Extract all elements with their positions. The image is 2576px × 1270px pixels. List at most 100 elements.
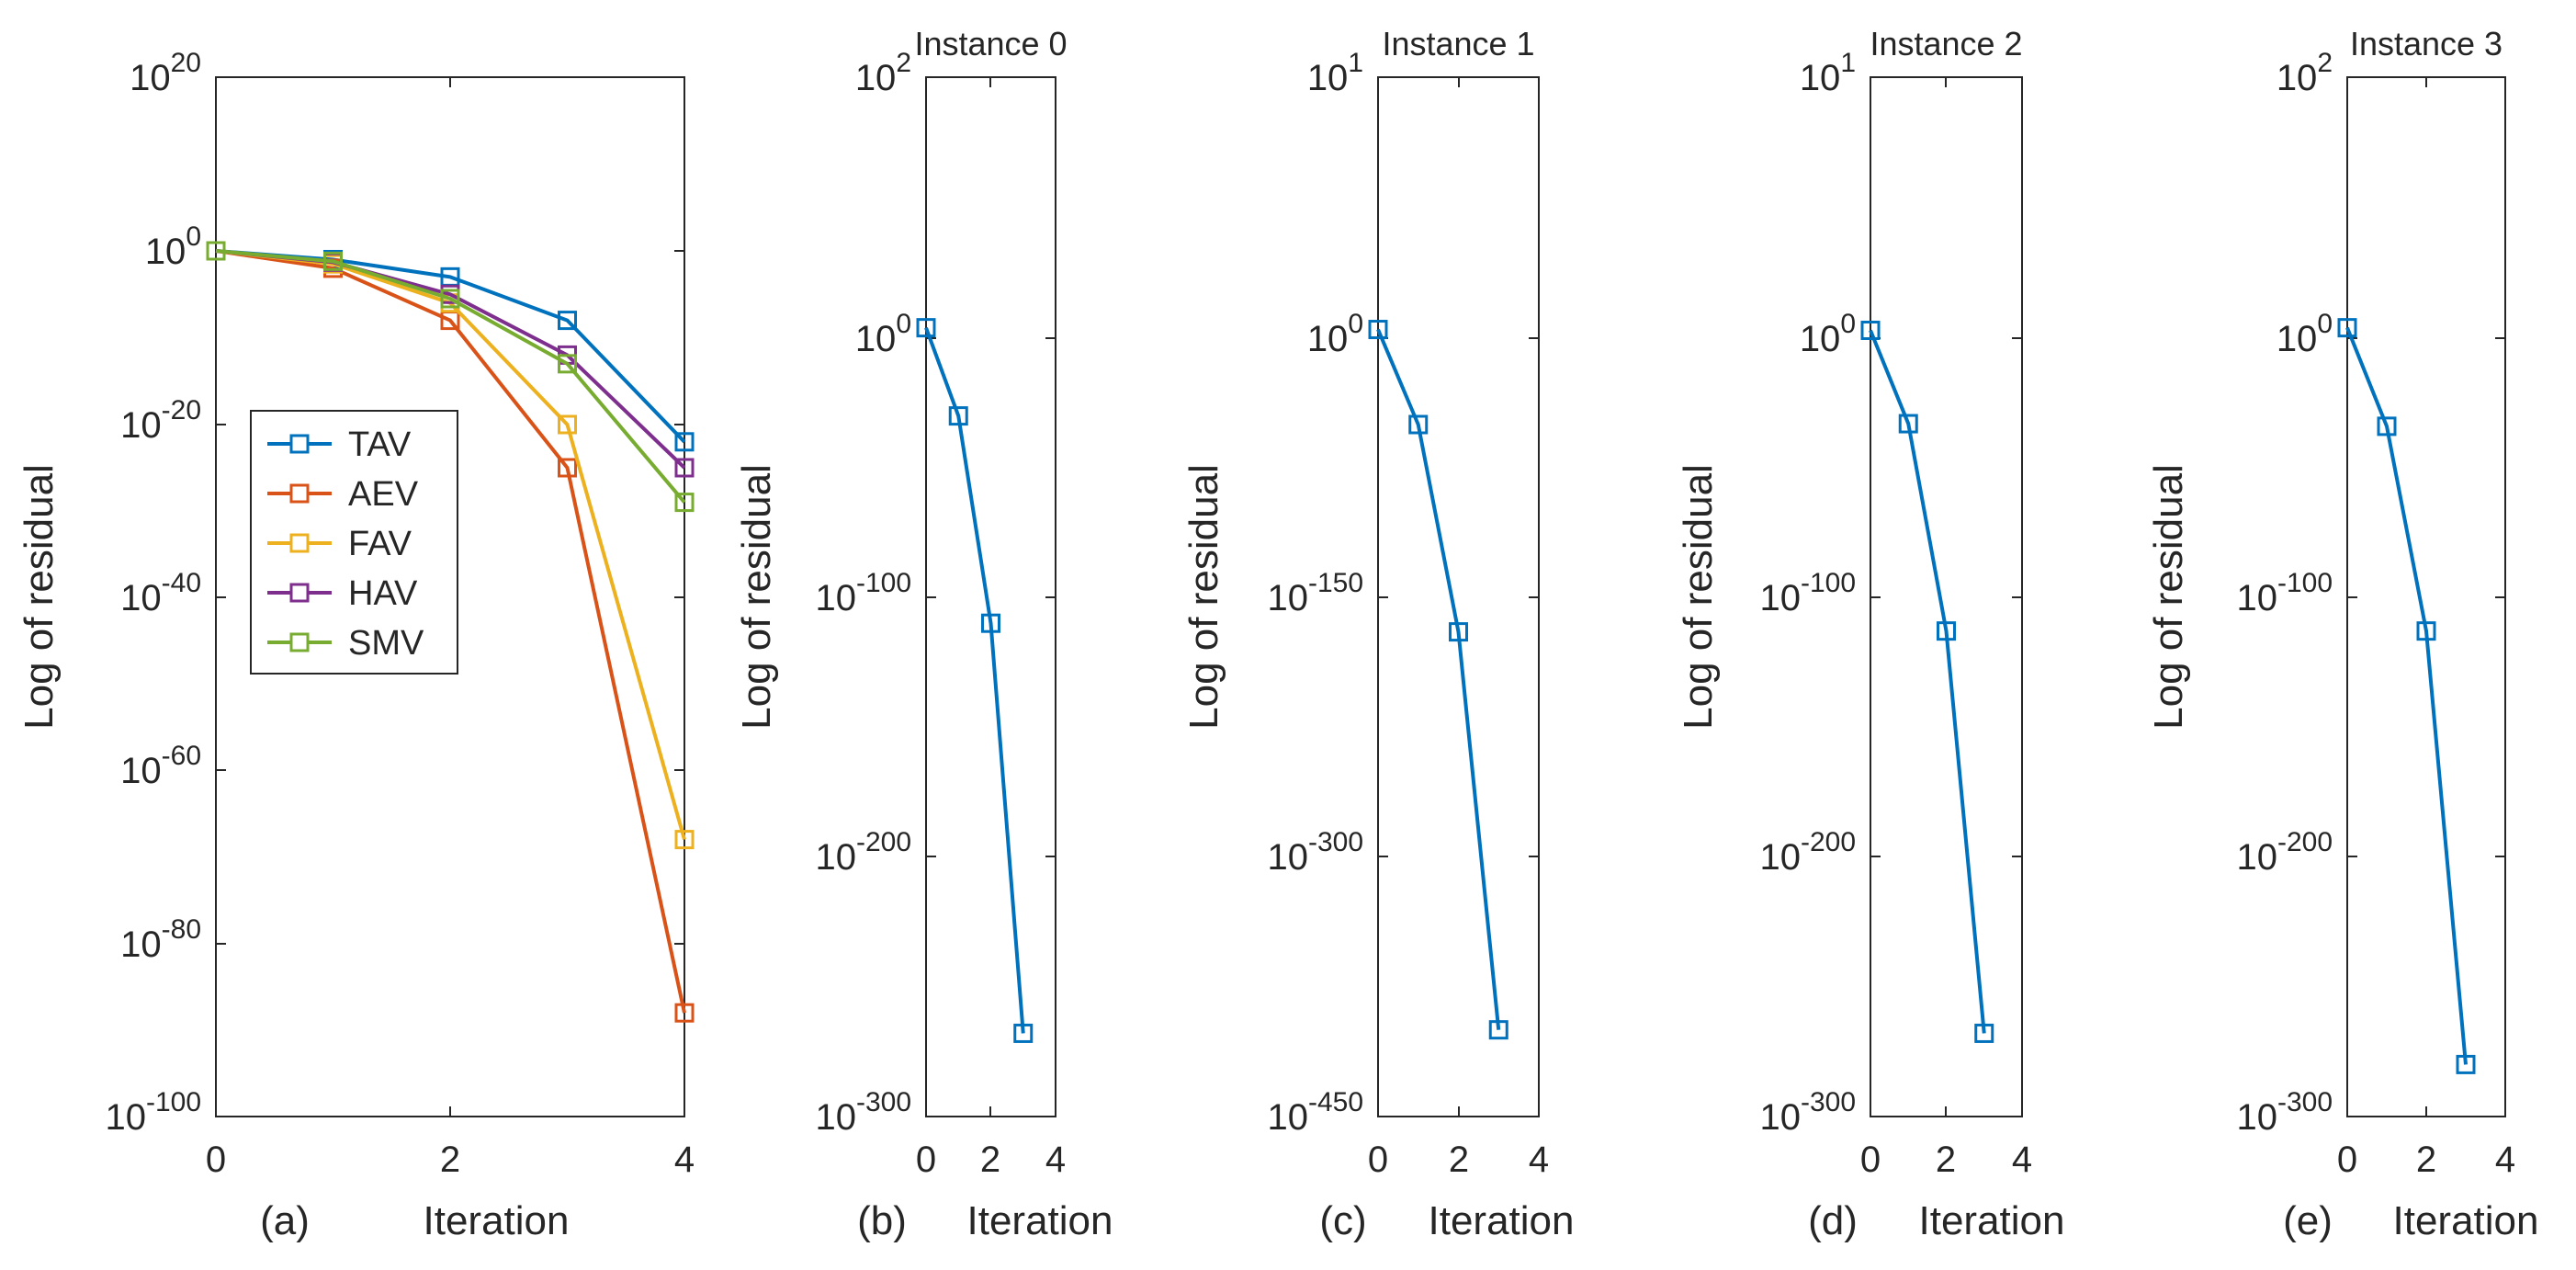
x-tick-label: 4: [2012, 1140, 2032, 1180]
data-point-hav: [674, 458, 695, 478]
data-point-aev: [558, 458, 577, 478]
data-point-residual: [2456, 1054, 2476, 1074]
y-tick-exponent: 2: [896, 48, 911, 78]
data-point-residual: [1898, 414, 1918, 434]
x-axis-title: Iteration: [1429, 1198, 1575, 1243]
y-tick-exponent: -200: [1801, 827, 1856, 857]
y-tick-label: 10-100: [2236, 568, 2333, 618]
chart-title: Instance 0: [914, 25, 1067, 62]
y-tick-exponent: 2: [2317, 48, 2333, 78]
y-tick-exponent: -100: [1801, 568, 1856, 598]
data-point-fav: [674, 830, 695, 850]
y-tick-base: 10: [120, 924, 162, 965]
y-tick-label: 101: [1307, 48, 1363, 98]
panel-label: (b): [857, 1198, 907, 1243]
x-tick-label: 0: [2337, 1140, 2357, 1180]
y-tick-label: 10-450: [1267, 1087, 1363, 1138]
data-point-aev: [674, 1003, 695, 1023]
y-tick-exponent: 1: [1348, 48, 1363, 78]
legend-swatch-marker: [289, 434, 310, 454]
y-tick-base: 10: [130, 58, 171, 98]
axes-box: [1377, 76, 1540, 1117]
legend-swatch-marker: [289, 483, 310, 504]
data-point-residual: [916, 318, 936, 338]
panel-label: (e): [2283, 1198, 2333, 1243]
data-point-smv: [674, 493, 695, 513]
y-tick-base: 10: [1800, 319, 1841, 359]
y-axis-title: Log of residual: [1181, 464, 1226, 730]
axes-box: [2346, 76, 2506, 1117]
y-axis-title: Log of residual: [17, 464, 62, 730]
y-axis-title: Log of residual: [1676, 464, 1721, 730]
y-tick-label: 10-60: [120, 741, 201, 791]
data-point-smv: [558, 354, 577, 374]
y-tick-base: 10: [1759, 1097, 1801, 1138]
y-tick-label: 102: [2277, 48, 2333, 98]
y-tick-base: 10: [120, 578, 162, 618]
data-point-residual: [948, 406, 968, 426]
x-tick-label: 4: [674, 1140, 695, 1180]
data-point-residual: [1488, 1020, 1508, 1040]
x-tick-label: 0: [206, 1140, 226, 1180]
y-tick-base: 10: [120, 405, 162, 446]
y-tick-base: 10: [145, 232, 186, 272]
y-tick-base: 10: [1267, 1097, 1308, 1138]
y-tick-base: 10: [2236, 1097, 2277, 1138]
y-tick-base: 10: [855, 319, 897, 359]
panel-label: (c): [1319, 1198, 1366, 1243]
y-tick-base: 10: [2277, 319, 2318, 359]
x-tick-label: 2: [2416, 1140, 2436, 1180]
y-tick-label: 10-200: [1759, 827, 1856, 878]
data-point-smv: [206, 241, 226, 261]
data-point-residual: [1974, 1023, 1994, 1043]
y-tick-base: 10: [1800, 58, 1841, 98]
y-tick-base: 10: [2236, 578, 2277, 618]
y-tick-label: 10-40: [120, 568, 201, 618]
panel-label: (a): [260, 1198, 310, 1243]
legend-swatch-marker: [289, 632, 310, 652]
y-tick-exponent: -300: [2277, 1087, 2333, 1117]
y-tick-label: 10-100: [1759, 568, 1856, 618]
y-tick-exponent: -100: [856, 568, 911, 598]
series-line-residual: [1376, 328, 1501, 1030]
y-tick-exponent: -100: [2277, 568, 2333, 598]
data-point-residual: [1368, 320, 1388, 340]
y-tick-base: 10: [815, 578, 856, 618]
x-axis-title: Iteration: [2393, 1198, 2539, 1243]
data-point-tav: [558, 311, 577, 331]
series-line-aev: [215, 249, 686, 1014]
legend: TAV AEV FAV HAV SMV: [250, 410, 458, 675]
y-tick-label: 10-300: [1759, 1087, 1856, 1138]
y-tick-base: 10: [1267, 837, 1308, 878]
data-point-residual: [2416, 621, 2436, 641]
y-tick-exponent: -150: [1308, 568, 1363, 598]
y-tick-base: 10: [1759, 578, 1801, 618]
x-tick-label: 4: [1045, 1140, 1066, 1180]
data-point-residual: [1013, 1023, 1034, 1043]
chart-title: Instance 1: [1382, 25, 1534, 62]
y-tick-exponent: 20: [171, 48, 201, 78]
y-tick-exponent: 0: [1840, 309, 1856, 339]
y-tick-exponent: -200: [856, 827, 911, 857]
data-point-residual: [1408, 414, 1429, 435]
data-point-residual: [2337, 318, 2357, 338]
y-tick-label: 10-100: [815, 568, 911, 618]
data-point-residual: [981, 613, 1000, 633]
y-tick-base: 10: [815, 1097, 856, 1138]
x-tick-label: 4: [2495, 1140, 2515, 1180]
y-tick-label: 10-200: [2236, 827, 2333, 878]
y-tick-base: 10: [815, 837, 856, 878]
y-tick-label: 10-300: [1267, 827, 1363, 878]
y-tick-label: 10-300: [2236, 1087, 2333, 1138]
x-tick-label: 2: [980, 1140, 1000, 1180]
legend-swatch-marker: [289, 583, 310, 603]
y-tick-exponent: -20: [162, 395, 201, 425]
y-tick-label: 10-200: [815, 827, 911, 878]
series-line-residual: [1869, 329, 1986, 1034]
y-tick-exponent: 0: [1348, 309, 1363, 339]
